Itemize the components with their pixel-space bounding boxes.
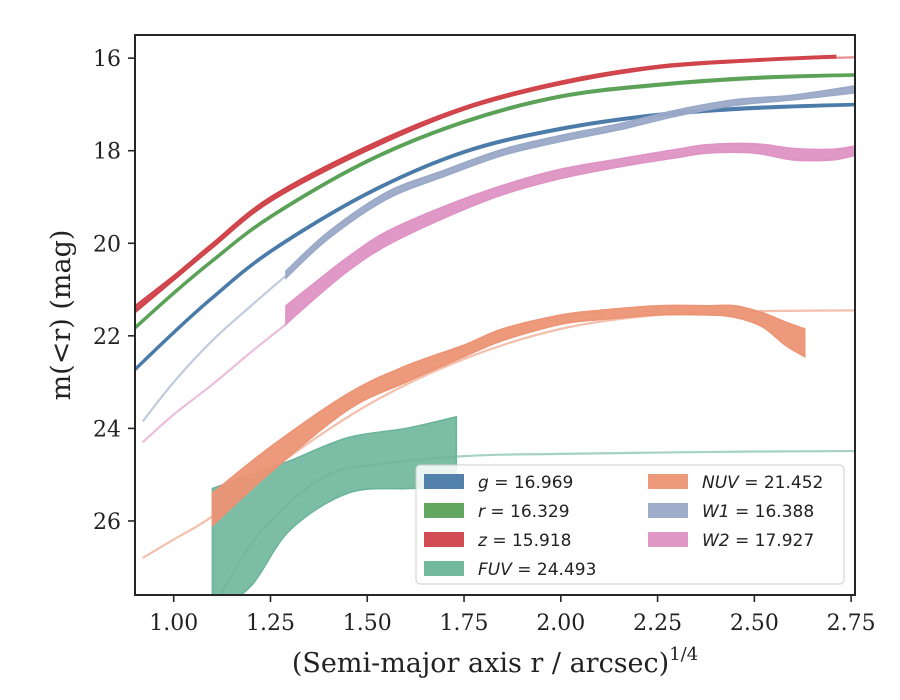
series-z-data-band: [135, 54, 837, 314]
x-tick-label: 2.25: [633, 611, 682, 636]
y-tick-label: 18: [93, 140, 121, 165]
x-tick-label: 2.00: [536, 611, 585, 636]
x-tick-label: 1.75: [440, 611, 489, 636]
legend-swatch-nuv: [648, 474, 688, 489]
y-tick-label: 16: [93, 47, 121, 72]
series-r-data-band: [135, 73, 855, 330]
legend-swatch-w1: [648, 503, 688, 518]
y-axis-label: m(<r) (mag): [46, 230, 77, 401]
legend-swatch-r: [424, 503, 464, 518]
series-w2-data-band: [285, 142, 855, 327]
x-tick-label: 2.50: [730, 611, 779, 636]
legend-label-g: g = 16.969: [478, 473, 573, 493]
x-tick-label: 1.50: [343, 611, 392, 636]
series-nuv-data-band: [211, 304, 806, 528]
x-tick-label: 1.00: [149, 611, 198, 636]
series-w1-data-band: [285, 85, 855, 280]
x-tick-label: 1.25: [246, 611, 295, 636]
y-tick-label: 26: [93, 510, 121, 535]
legend-swatch-w2: [648, 532, 688, 547]
x-axis-label-superscript: 1/4: [669, 644, 698, 665]
legend: g = 16.969 r = 16.329 z = 15.918 FUV = 24.4…: [415, 464, 845, 585]
series-g-data-band: [135, 102, 855, 372]
plot-area: [135, 54, 855, 595]
x-axis-label: (Semi-major axis r / arcsec)1/4: [292, 644, 698, 679]
legend-box: [415, 464, 845, 585]
legend-label-r: r = 16.329: [478, 502, 570, 522]
legend-label-w1: W1 = 16.388: [702, 502, 814, 522]
legend-label-fuv: FUV = 24.493: [478, 560, 596, 580]
legend-label-z: z = 15.918: [477, 531, 571, 551]
y-tick-label: 24: [93, 417, 121, 442]
y-tick-label: 22: [93, 325, 121, 350]
legend-swatch-g: [424, 474, 464, 489]
legend-swatch-z: [424, 532, 464, 547]
legend-label-nuv: NUV = 21.452: [702, 473, 823, 493]
series-w2-model-line: [142, 323, 287, 444]
x-axis-label-text: (Semi-major axis r / arcsec): [292, 648, 669, 679]
axis-ticks: 1.00 1.25 1.50 1.75 2.00 2.25 2.50 2.75 16 18 20 22…: [93, 47, 876, 636]
legend-swatch-fuv: [424, 561, 464, 576]
y-tick-label: 20: [93, 232, 121, 257]
plot-frame: [134, 34, 856, 596]
x-tick-label: 2.75: [827, 611, 876, 636]
series-w1-model-line: [141, 274, 287, 423]
legend-label-w2: W2 = 17.927: [702, 531, 814, 551]
